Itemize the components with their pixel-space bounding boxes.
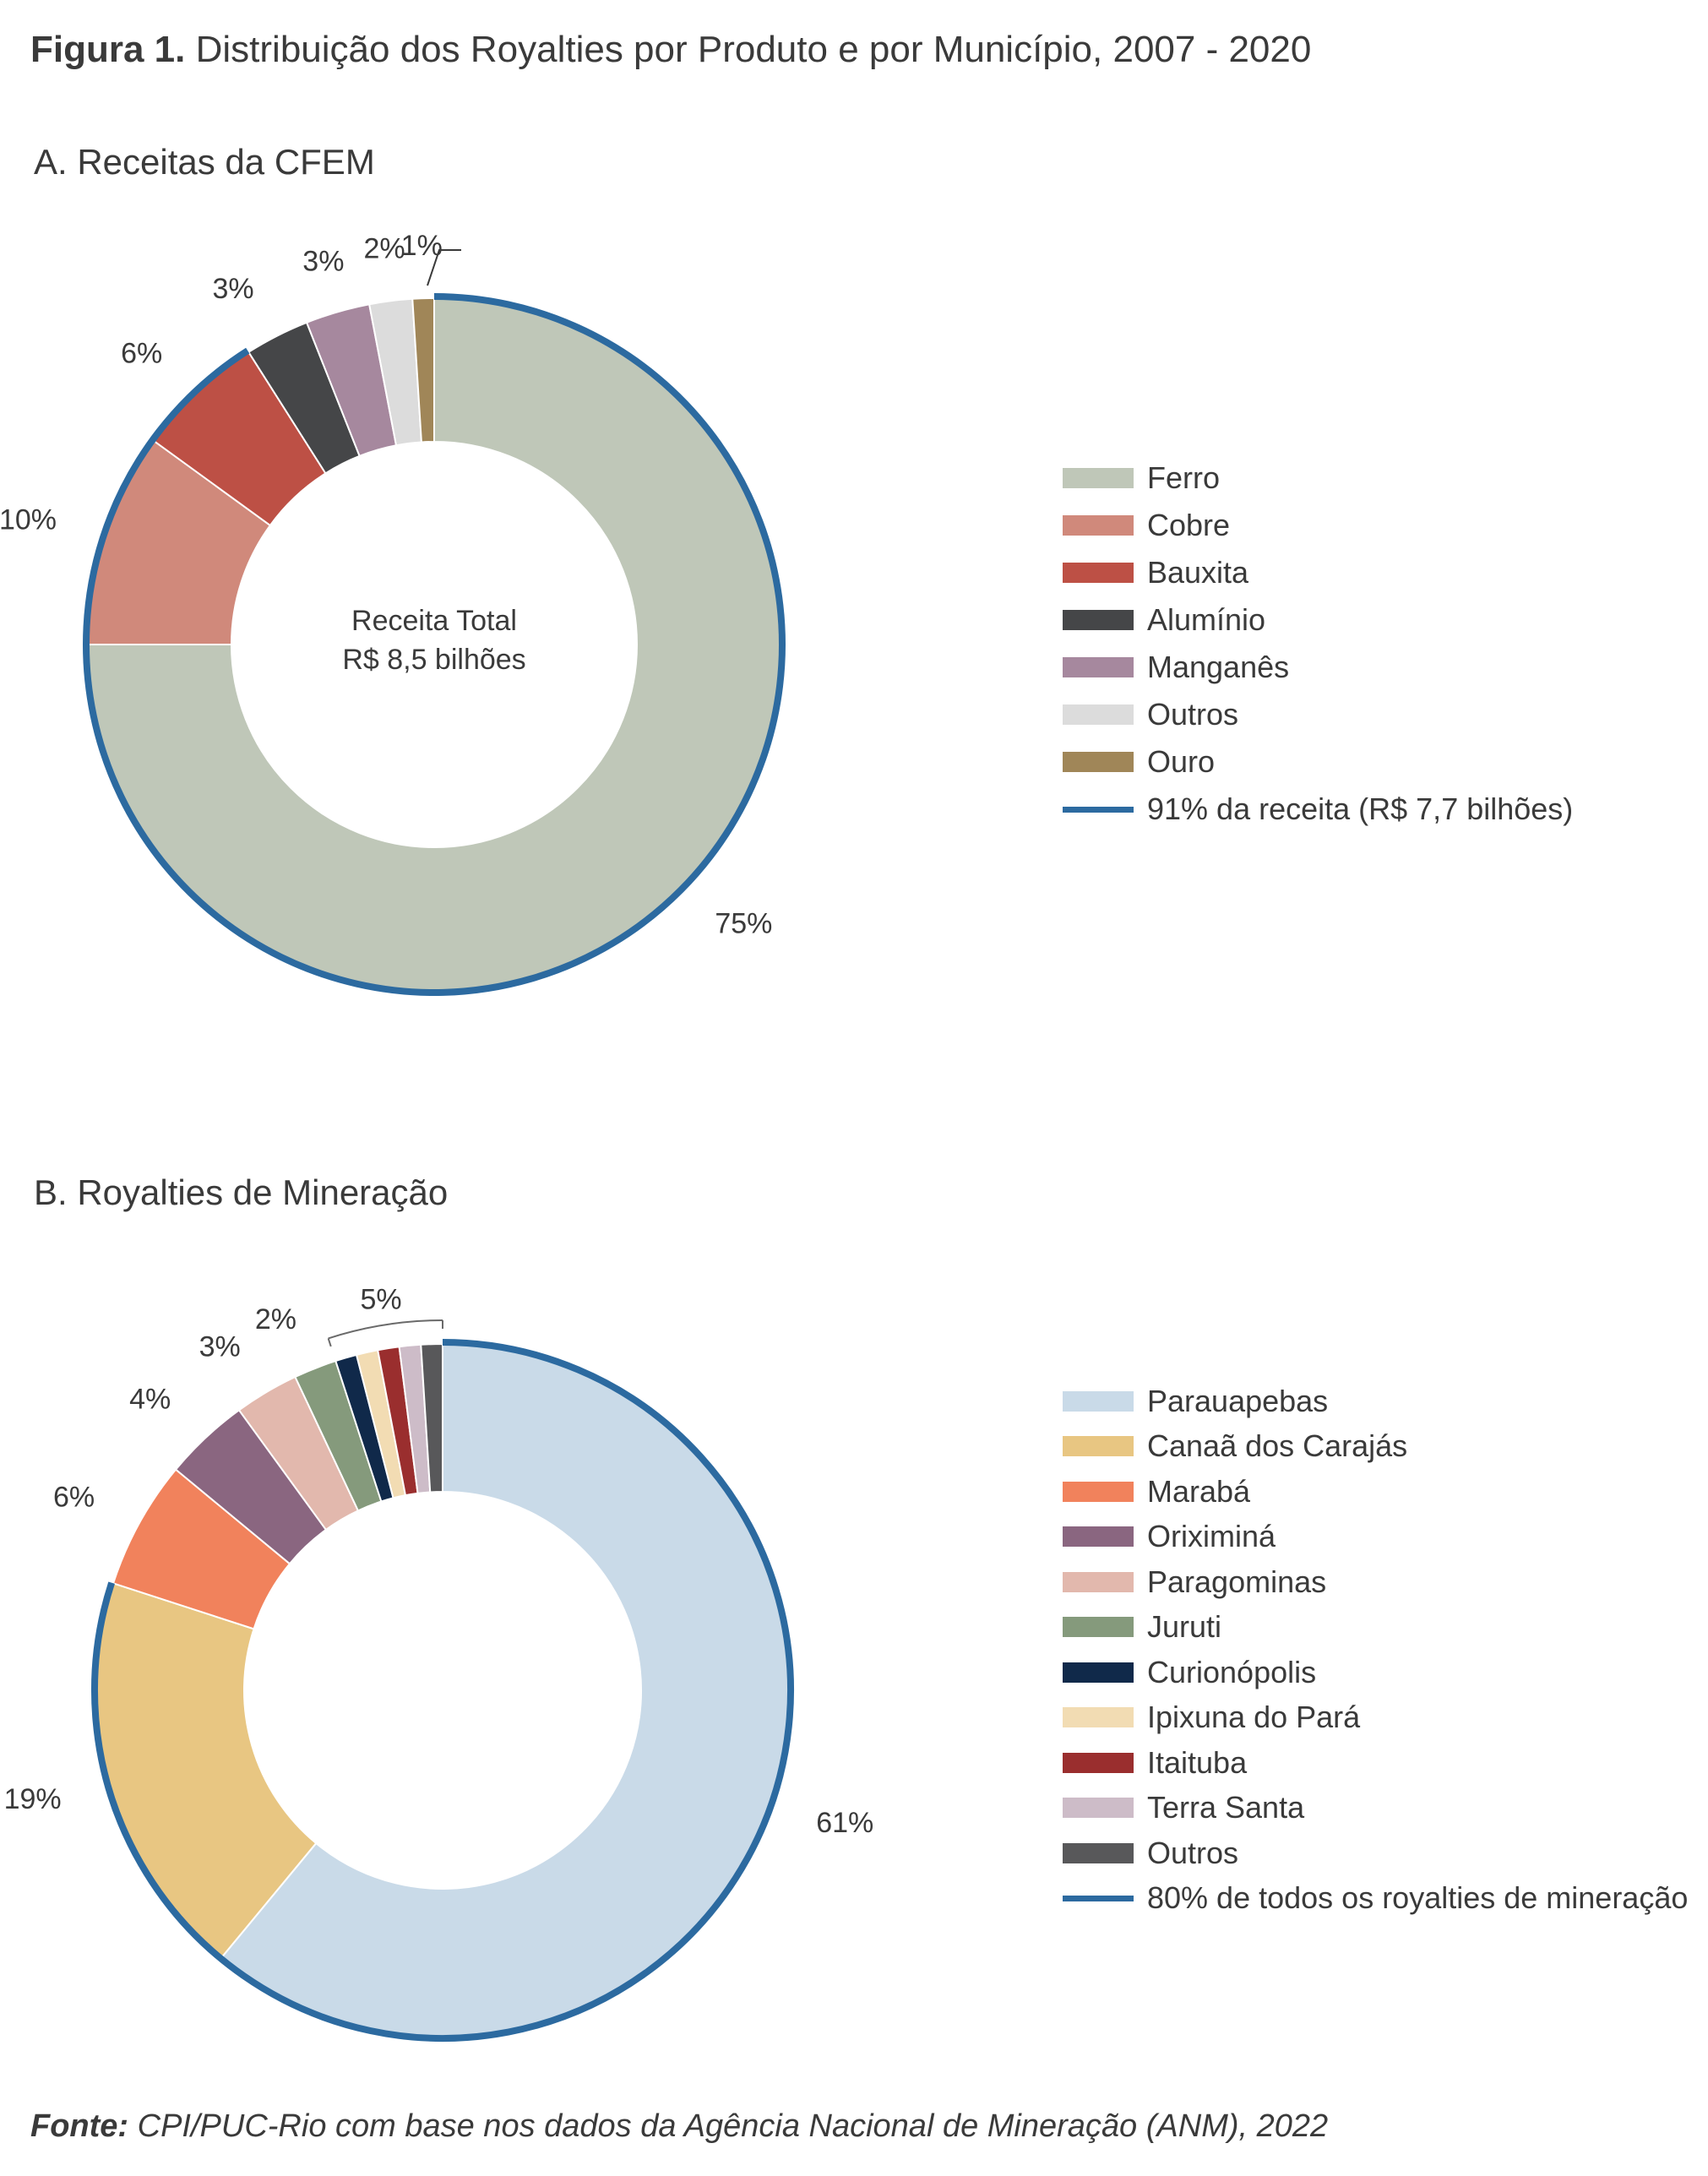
cfem-legend-item-ferro: Ferro xyxy=(1063,454,1573,502)
cfem-center-text-2: R$ 8,5 bilhões xyxy=(342,644,525,676)
royalties-legend-label: Terra Santa xyxy=(1147,1790,1305,1825)
royalties-legend-label: Marabá xyxy=(1147,1473,1251,1509)
cfem-legend-label: Bauxita xyxy=(1147,555,1249,590)
royalties-legend-swatch xyxy=(1063,1571,1134,1592)
source-text: CPI/PUC-Rio com base nos dados da Agênci… xyxy=(137,2108,1329,2144)
cfem-pct-label-manganes: 3% xyxy=(302,246,344,278)
royalties-legend-item-itaituba: Itaituba xyxy=(1063,1740,1688,1786)
royalties-legend-label: Oriximiná xyxy=(1147,1519,1276,1554)
royalties-legend-item-paragominas: Paragominas xyxy=(1063,1559,1688,1605)
royalties-legend-line-swatch xyxy=(1063,1895,1134,1901)
royalties-legend-label: Ipixuna do Pará xyxy=(1147,1700,1361,1735)
royalties-donut-chart: 61% 19% 6% 4% 3% 2% 5% xyxy=(4,1284,873,2042)
cfem-legend-swatch xyxy=(1063,563,1134,583)
cfem-pct-label-ouro: 1% xyxy=(401,230,443,262)
royalties-pct-label-maraba: 6% xyxy=(53,1482,95,1514)
cfem-legend-swatch xyxy=(1063,657,1134,677)
royalties-legend-swatch xyxy=(1063,1526,1134,1548)
royalties-legend-swatch xyxy=(1063,1436,1134,1457)
cfem-legend-item-ouro: Ouro xyxy=(1063,738,1573,786)
royalties-legend-swatch xyxy=(1063,1617,1134,1638)
cfem-pct-label-outros: 2% xyxy=(364,233,405,265)
royalties-legend-swatch xyxy=(1063,1798,1134,1819)
royalties-legend-swatch xyxy=(1063,1752,1134,1773)
royalties-group-label: 5% xyxy=(361,1284,402,1316)
cfem-legend-swatch xyxy=(1063,515,1134,536)
royalties-pct-label-oriximina: 4% xyxy=(129,1383,171,1415)
cfem-legend: Ferro Cobre Bauxita Alumínio Manganês Outros O… xyxy=(1063,454,1573,833)
royalties-slice-outros xyxy=(420,1342,443,1493)
royalties-legend-label: Canaã dos Carajás xyxy=(1147,1428,1408,1464)
royalties-legend-item-ipixuna-do-para: Ipixuna do Pará xyxy=(1063,1695,1688,1741)
cfem-donut-chart: 75% 10% 6% 3% 3% 2%1% Receita Total R$ 8,5 bilh… xyxy=(0,230,786,996)
royalties-legend-label: Juruti xyxy=(1147,1609,1222,1645)
cfem-legend-label: 91% da receita (R$ 7,7 bilhões) xyxy=(1147,792,1574,826)
cfem-legend-label: Manganês xyxy=(1147,650,1290,684)
source-note: Fonte: CPI/PUC-Rio com base nos dados da… xyxy=(30,2108,1328,2145)
figure-title-text: Distribuição dos Royalties por Produto e… xyxy=(195,29,1312,70)
cfem-legend-item-highlight: 91% da receita (R$ 7,7 bilhões) xyxy=(1063,786,1573,833)
royalties-legend-label: Outros xyxy=(1147,1835,1239,1870)
royalties-legend-item-canaa-dos-carajas: Canaã dos Carajás xyxy=(1063,1424,1688,1470)
royalties-legend-label: 80% de todos os royalties de mineração xyxy=(1147,1880,1689,1916)
royalties-legend-label: Curionópolis xyxy=(1147,1654,1317,1689)
royalties-legend-label: Parauapebas xyxy=(1147,1383,1329,1418)
royalties-group-bracket-tick xyxy=(327,1338,332,1347)
cfem-legend-item-manganes: Manganês xyxy=(1063,644,1573,691)
panel-a-title: A. Receitas da CFEM xyxy=(34,142,375,182)
panel-b-title: B. Royalties de Mineração xyxy=(34,1172,449,1212)
royalties-legend-item-highlight: 80% de todos os royalties de mineração xyxy=(1063,1876,1688,1922)
royalties-legend-swatch xyxy=(1063,1481,1134,1502)
cfem-legend-label: Outros xyxy=(1147,697,1239,732)
royalties-legend-item-terra-santa: Terra Santa xyxy=(1063,1786,1688,1831)
royalties-legend-label: Itaituba xyxy=(1147,1744,1248,1780)
cfem-legend-item-aluminio: Alumínio xyxy=(1063,596,1573,644)
royalties-pct-label-juruti: 2% xyxy=(255,1303,296,1336)
cfem-legend-item-bauxita: Bauxita xyxy=(1063,549,1573,596)
cfem-legend-swatch xyxy=(1063,752,1134,772)
royalties-legend-swatch xyxy=(1063,1707,1134,1728)
royalties-legend-swatch xyxy=(1063,1390,1134,1412)
royalties-legend-item-curionopolis: Curionópolis xyxy=(1063,1650,1688,1695)
royalties-legend-item-juruti: Juruti xyxy=(1063,1605,1688,1651)
royalties-legend-item-outros: Outros xyxy=(1063,1831,1688,1876)
royalties-highlight-arc xyxy=(91,1339,794,2042)
figure-label: Figura 1. xyxy=(30,29,186,70)
cfem-legend-label: Cobre xyxy=(1147,508,1231,542)
cfem-pct-label-bauxita: 6% xyxy=(121,337,162,369)
source-label: Fonte: xyxy=(30,2108,129,2144)
cfem-leader-line xyxy=(427,249,461,286)
cfem-highlight-arc xyxy=(83,293,786,996)
cfem-legend-swatch xyxy=(1063,468,1134,488)
cfem-pct-label-ferro: 75% xyxy=(715,907,772,939)
cfem-slice-ouro xyxy=(411,296,435,443)
cfem-pct-label-aluminio: 3% xyxy=(212,273,253,305)
cfem-center-text-1: Receita Total xyxy=(351,605,517,637)
royalties-pct-label-canaa-dos-carajas: 19% xyxy=(4,1783,62,1815)
cfem-legend-label: Ouro xyxy=(1147,744,1216,779)
royalties-pct-label-parauapebas: 61% xyxy=(816,1807,873,1839)
cfem-legend-line-swatch xyxy=(1063,806,1134,813)
royalties-legend-label: Paragominas xyxy=(1147,1564,1327,1599)
royalties-legend-item-oriximina: Oriximiná xyxy=(1063,1515,1688,1560)
cfem-legend-swatch xyxy=(1063,610,1134,630)
cfem-legend-item-cobre: Cobre xyxy=(1063,502,1573,549)
royalties-legend: Parauapebas Canaã dos Carajás Marabá Orixim… xyxy=(1063,1379,1688,1921)
cfem-pct-label-cobre: 10% xyxy=(0,504,57,536)
royalties-pct-label-paragominas: 3% xyxy=(199,1330,241,1363)
cfem-legend-item-outros: Outros xyxy=(1063,691,1573,738)
royalties-legend-swatch xyxy=(1063,1662,1134,1683)
cfem-legend-swatch xyxy=(1063,704,1134,725)
royalties-legend-item-maraba: Marabá xyxy=(1063,1469,1688,1515)
royalties-group-bracket xyxy=(328,1319,443,1340)
cfem-legend-label: Alumínio xyxy=(1147,602,1266,637)
cfem-legend-label: Ferro xyxy=(1147,460,1221,495)
royalties-legend-swatch xyxy=(1063,1842,1134,1863)
figure-title: Figura 1. Distribuição dos Royalties por… xyxy=(30,29,1311,71)
royalties-legend-item-parauapebas: Parauapebas xyxy=(1063,1379,1688,1424)
